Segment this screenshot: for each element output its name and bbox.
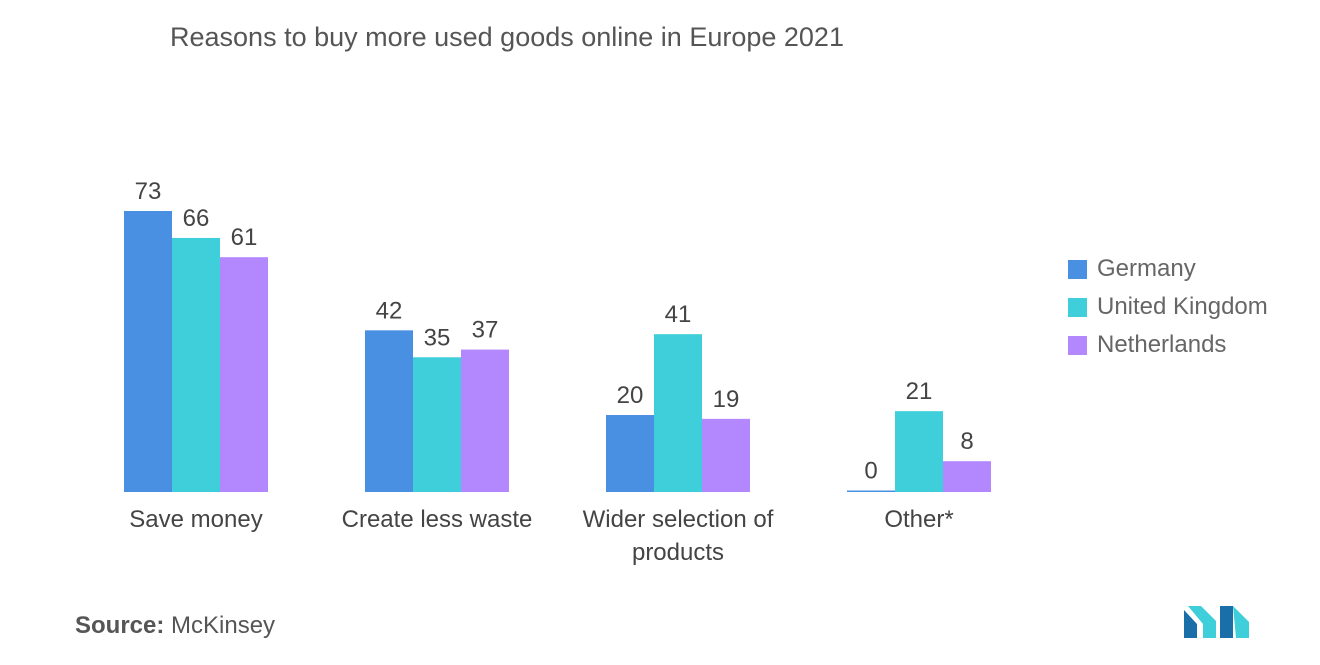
category-label-line: Other* (884, 506, 953, 533)
bar-netherlands-save-money (220, 257, 268, 492)
data-label-germany-save-money: 73 (135, 178, 162, 205)
category-label-create-less-waste: Create less waste (342, 506, 533, 533)
bar-netherlands-other (943, 461, 991, 492)
legend-item-united-kingdom: United Kingdom (1068, 288, 1268, 326)
bar-germany-save-money (124, 211, 172, 492)
data-label-united-kingdom-save-money: 66 (183, 205, 210, 232)
logo-mid-stroke (1188, 606, 1216, 638)
category-label-wider-selection-of-products: Wider selection of products (583, 506, 774, 566)
bar-united-kingdom-wider-selection-of-products (654, 334, 702, 492)
data-label-united-kingdom-create-less-waste: 35 (424, 324, 451, 351)
legend-swatch-netherlands (1068, 335, 1087, 355)
legend-label-germany: Germany (1097, 255, 1196, 282)
data-label-netherlands-wider-selection-of-products: 19 (713, 386, 740, 413)
legend-item-netherlands: Netherlands (1068, 326, 1268, 364)
data-label-united-kingdom-wider-selection-of-products: 41 (665, 301, 692, 328)
logo-right-mid-stroke (1220, 606, 1233, 638)
bar-germany-other (847, 490, 895, 492)
data-label-united-kingdom-other: 21 (906, 378, 933, 405)
bar-germany-wider-selection-of-products (606, 415, 654, 492)
legend-label-united-kingdom: United Kingdom (1097, 293, 1268, 320)
data-label-netherlands-create-less-waste: 37 (472, 317, 499, 344)
category-label-line: Wider selection of (583, 506, 774, 533)
category-label-line: Save money (129, 506, 262, 533)
source-value: McKinsey (171, 612, 276, 639)
category-label-other: Other* (884, 506, 953, 533)
legend-swatch-germany (1068, 259, 1087, 279)
logo-left-stroke (1184, 610, 1197, 638)
category-label-line: products (632, 539, 724, 566)
source-note: Source: McKinsey (75, 612, 275, 640)
bar-united-kingdom-save-money (172, 237, 220, 492)
bar-united-kingdom-other (895, 411, 943, 492)
bar-germany-create-less-waste (365, 330, 413, 492)
category-label-line: Create less waste (342, 506, 533, 533)
data-label-germany-other: 0 (864, 458, 877, 485)
data-label-germany-create-less-waste: 42 (376, 297, 403, 324)
legend-item-germany: Germany (1068, 250, 1268, 288)
data-label-netherlands-other: 8 (960, 428, 973, 455)
bar-netherlands-create-less-waste (461, 349, 509, 492)
category-label-save-money: Save money (129, 506, 262, 533)
chart-title: Reasons to buy more used goods online in… (170, 22, 844, 52)
brand-logo (1184, 606, 1249, 638)
bar-chart: 73 66 61 Save money 42 35 37 Create less waste 2… (124, 178, 991, 566)
source-label: Source: (75, 612, 165, 639)
data-label-netherlands-save-money: 61 (231, 224, 258, 251)
legend-swatch-united-kingdom (1068, 297, 1087, 317)
legend: Germany United Kingdom Netherlands (1068, 250, 1268, 364)
bar-united-kingdom-create-less-waste (413, 357, 461, 492)
legend-label-netherlands: Netherlands (1097, 331, 1227, 358)
logo-right-stroke (1233, 606, 1249, 638)
data-label-germany-wider-selection-of-products: 20 (617, 382, 644, 409)
bar-netherlands-wider-selection-of-products (702, 418, 750, 492)
